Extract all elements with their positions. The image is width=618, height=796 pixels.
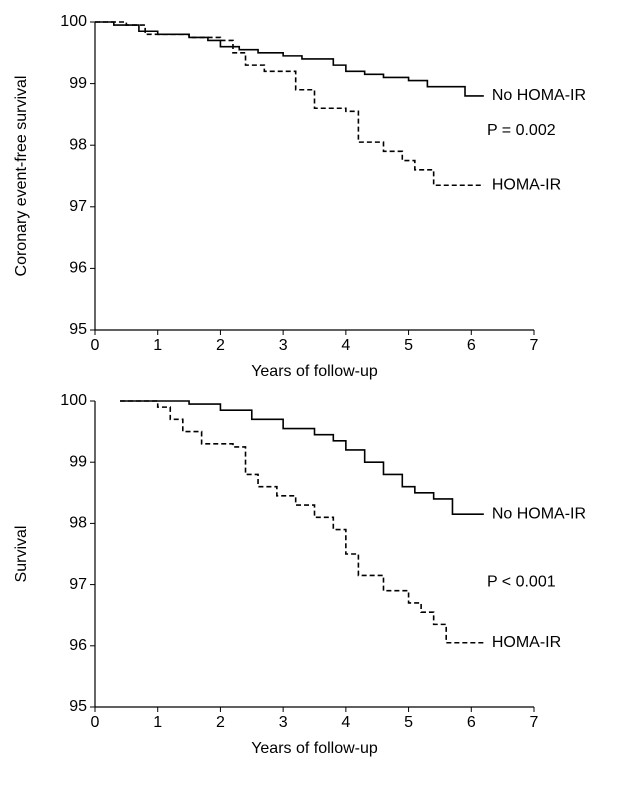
y-tick-label: 97 — [69, 576, 87, 593]
y-tick-label: 95 — [69, 321, 87, 338]
x-tick-label: 5 — [404, 714, 413, 731]
y-tick-label: 98 — [69, 515, 87, 532]
y-tick-label: 96 — [69, 637, 87, 654]
x-tick-label: 6 — [467, 714, 476, 731]
series-label: HOMA-IR — [492, 634, 561, 651]
y-tick-label: 100 — [60, 392, 87, 409]
x-tick-label: 2 — [216, 714, 225, 731]
y-tick-label: 99 — [69, 453, 87, 470]
y-tick-label: 99 — [69, 75, 87, 92]
series-label: No HOMA-IR — [492, 505, 586, 522]
p-value-annotation: P < 0.001 — [487, 574, 556, 591]
x-tick-label: 3 — [279, 714, 288, 731]
y-tick-label: 96 — [69, 260, 87, 277]
survival-line — [120, 400, 484, 516]
x-tick-label: 6 — [467, 337, 476, 354]
survival-line — [120, 400, 484, 644]
x-tick-label: 0 — [91, 714, 100, 731]
x-tick-label: 7 — [530, 337, 539, 354]
y-tick-label: 98 — [69, 136, 87, 153]
series-label: No HOMA-IR — [492, 87, 586, 104]
x-tick-label: 4 — [341, 714, 350, 731]
x-axis-title: Years of follow-up — [251, 740, 378, 757]
y-tick-label: 100 — [60, 13, 87, 30]
x-axis-title: Years of follow-up — [251, 363, 378, 380]
x-tick-label: 2 — [216, 337, 225, 354]
p-value-annotation: P = 0.002 — [487, 122, 556, 139]
series-label: HOMA-IR — [492, 176, 561, 193]
survival-line — [95, 21, 484, 97]
x-tick-label: 5 — [404, 337, 413, 354]
survival-line — [95, 21, 484, 187]
x-tick-label: 4 — [341, 337, 350, 354]
x-tick-label: 1 — [153, 337, 162, 354]
x-tick-label: 0 — [91, 337, 100, 354]
x-tick-label: 7 — [530, 714, 539, 731]
y-tick-label: 97 — [69, 198, 87, 215]
y-axis-title: Survival — [13, 526, 30, 583]
x-tick-label: 3 — [279, 337, 288, 354]
x-tick-label: 1 — [153, 714, 162, 731]
y-axis-title: Coronary event-free survival — [13, 76, 30, 277]
y-tick-label: 95 — [69, 698, 87, 715]
